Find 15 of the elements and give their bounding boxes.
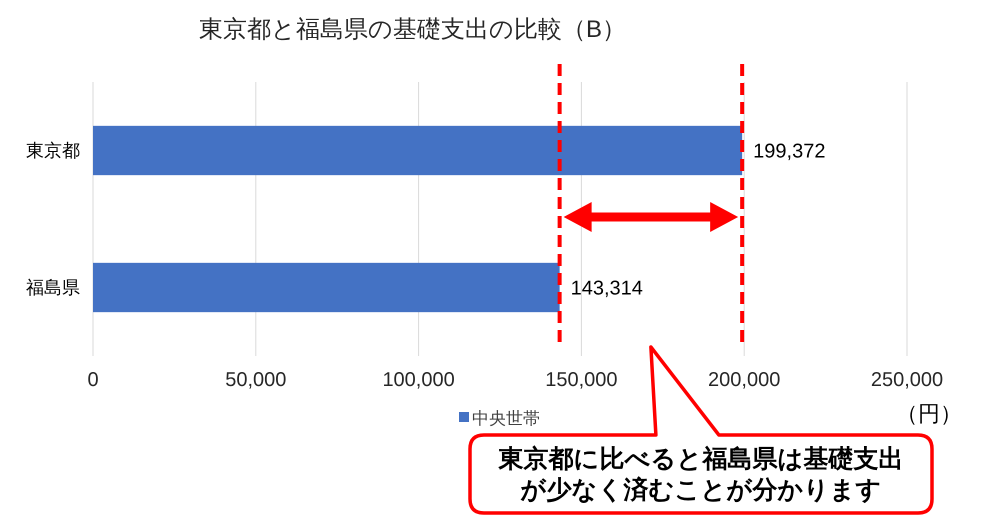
title: 東京都と福島県の基礎支出の比較（B） xyxy=(199,16,626,43)
x-tick-label: 100,000 xyxy=(382,369,455,391)
legend: 中央世帯 xyxy=(459,409,540,428)
y-tick-label: 東京都 xyxy=(26,140,80,160)
xlabel: （円） xyxy=(896,401,962,426)
x-tick-label: 200,000 xyxy=(708,369,780,391)
x-tick-label: 0 xyxy=(87,369,99,391)
annotation: 東京都に比べると福島県は基礎支出が少なく済むことが分かります xyxy=(497,444,904,506)
x-tick-label: 150,000 xyxy=(545,369,618,391)
data-label: 143,314 xyxy=(570,278,643,300)
x-tick-label: 250,000 xyxy=(870,369,944,391)
y-tick-label: 福島県 xyxy=(26,278,80,298)
legend-label: 中央世帯 xyxy=(472,409,540,428)
x-tick-label: 50,000 xyxy=(225,369,286,391)
data-label: 199,372 xyxy=(753,140,826,162)
